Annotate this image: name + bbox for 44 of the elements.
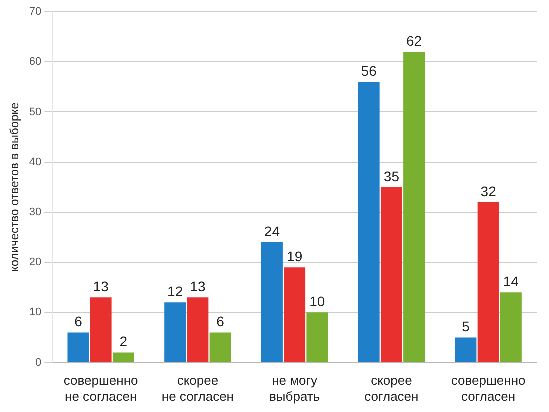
bar (358, 82, 380, 362)
data-label: 6 (74, 314, 83, 330)
bar (164, 302, 186, 362)
data-label: 32 (480, 183, 497, 200)
bar (90, 298, 112, 362)
bar (210, 332, 232, 362)
y-tick-label: 10 (29, 306, 42, 319)
bar (404, 52, 426, 362)
bar (306, 312, 328, 362)
data-label: 19 (287, 248, 303, 264)
data-label: 24 (264, 223, 280, 240)
data-label: 10 (310, 294, 326, 310)
bar (187, 298, 209, 362)
data-label: 35 (384, 168, 400, 184)
bar (455, 338, 477, 362)
data-label: 13 (93, 278, 110, 295)
bar (284, 268, 306, 362)
y-tick-label: 30 (29, 206, 42, 218)
y-tick-label: 0 (36, 356, 42, 369)
x-tick-label: не могу выбрать (270, 373, 320, 404)
data-label: 12 (168, 284, 184, 300)
x-tick-label: скорее не согласен (162, 373, 234, 404)
data-label: 2 (120, 334, 128, 350)
data-label: 13 (190, 278, 206, 295)
data-label: 6 (216, 314, 225, 330)
y-tick-label: 50 (29, 106, 42, 118)
y-axis-title: количество ответов в выборке (8, 102, 22, 272)
bar (261, 242, 283, 362)
bar (478, 202, 500, 362)
bar (380, 187, 402, 362)
x-tick-label: скорее согласен (364, 373, 419, 404)
data-label: 62 (406, 32, 422, 49)
x-tick-label: совершенно не согласен (64, 373, 138, 404)
data-label: 5 (462, 318, 470, 335)
bar (68, 332, 90, 362)
y-tick-label: 40 (29, 156, 42, 168)
bar (112, 352, 134, 362)
bar (500, 292, 522, 362)
data-label: 56 (361, 63, 378, 80)
y-tick-label: 70 (29, 6, 42, 18)
y-tick-label: 60 (29, 56, 42, 68)
x-tick-label: совершенно согласен (451, 373, 526, 404)
data-label: 14 (503, 274, 520, 290)
y-tick-label: 20 (29, 256, 42, 269)
